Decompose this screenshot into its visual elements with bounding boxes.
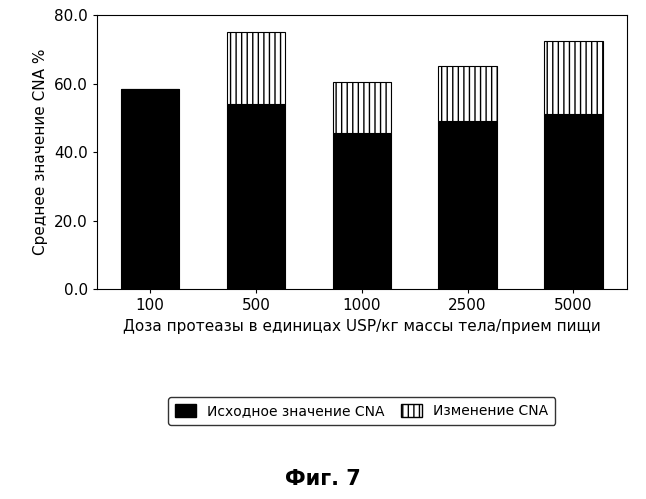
- Bar: [545, 114, 603, 289]
- Bar: [545, 41, 603, 114]
- Bar: [439, 66, 497, 121]
- Bar: [333, 82, 391, 133]
- X-axis label: Доза протеазы в единицах USP/кг массы тела/прием пищи: Доза протеазы в единицах USP/кг массы те…: [123, 319, 601, 334]
- Legend: Исходное значение CNA, Изменение CNA: Исходное значение CNA, Изменение CNA: [168, 397, 556, 425]
- Bar: [439, 121, 497, 289]
- Bar: [333, 133, 391, 289]
- Bar: [121, 89, 179, 289]
- Text: Фиг. 7: Фиг. 7: [285, 469, 361, 489]
- Y-axis label: Среднее значение CNA %: Среднее значение CNA %: [34, 49, 48, 255]
- Bar: [227, 32, 285, 104]
- Bar: [227, 104, 285, 289]
